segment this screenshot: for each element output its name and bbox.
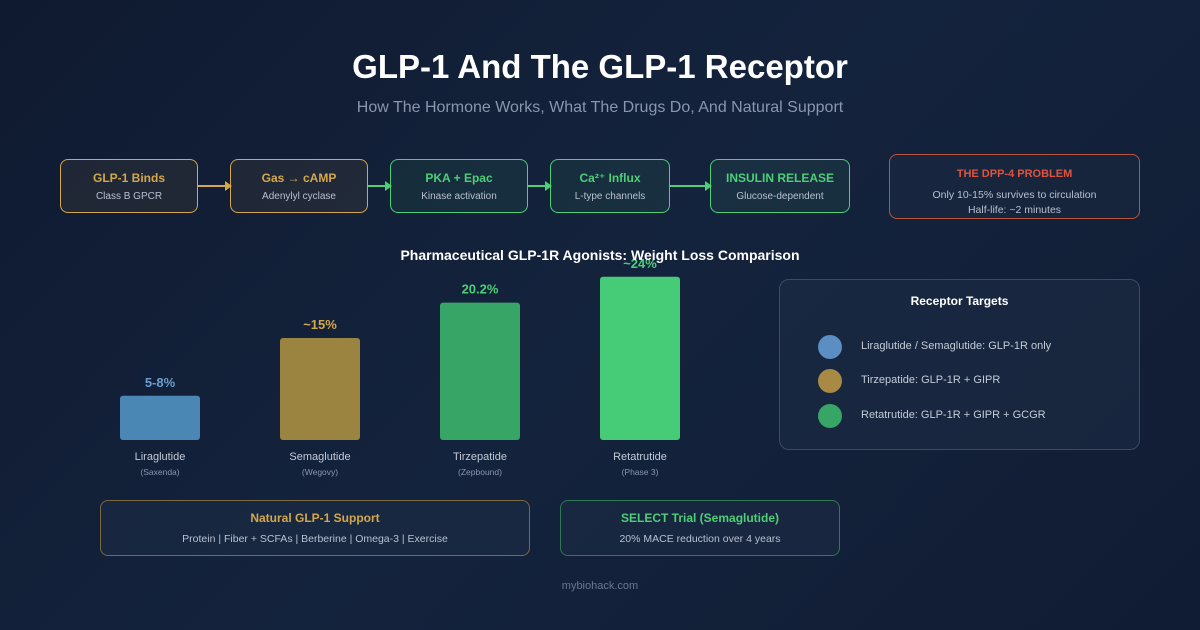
bar-value-label: ~24%: [623, 256, 657, 271]
legend-label: Retatrutide: GLP-1R + GIPR + GCGR: [861, 409, 1046, 421]
weight-loss-bar-chart: 5-8% Liraglutide (Saxenda) ~15% Semaglutide (…: [120, 256, 680, 477]
select-trial-title: SELECT Trial (Semaglutide): [620, 511, 780, 525]
step-title: Gas → cAMP: [261, 171, 337, 185]
bar-value-label: 5-8%: [145, 375, 176, 390]
chart-title: Pharmaceutical GLP-1R Agonists: Weight L…: [400, 247, 800, 263]
legend-swatch-icon: [818, 369, 842, 393]
step-subtitle: L-type channels: [574, 191, 646, 202]
brand-label: (Phase 3): [622, 467, 659, 477]
dpp4-problem-box: THE DPP-4 PROBLEM Only 10-15% survives t…: [889, 154, 1140, 219]
select-trial-box: SELECT Trial (Semaglutide) 20% MACE redu…: [560, 500, 840, 556]
receptor-targets-legend: Receptor Targets Liraglutide / Semagluti…: [779, 279, 1140, 450]
step-subtitle: Kinase activation: [421, 191, 497, 202]
natural-support-title: Natural GLP-1 Support: [250, 511, 380, 525]
bar-retatrutide: [600, 276, 680, 440]
brand-label: (Saxenda): [140, 467, 179, 477]
page-title: GLP-1 And The GLP-1 Receptor: [352, 48, 848, 85]
pathway-step-pka-epac: PKA + Epac Kinase activation: [390, 159, 528, 213]
pathway-step-ca-influx: Ca²⁺ Influx L-type channels: [550, 159, 670, 213]
pathway-step-camp: Gas → cAMP Adenylyl cyclase: [230, 159, 368, 213]
brand-label: (Wegovy): [302, 467, 338, 477]
dpp4-line-survival: Only 10-15% survives to circulation: [932, 189, 1097, 201]
step-subtitle: Adenylyl cyclase: [262, 191, 336, 202]
pathway-step-insulin-release: INSULIN RELEASE Glucose-dependent: [710, 159, 850, 213]
category-label: Liraglutide: [135, 451, 186, 463]
step-title: Ca²⁺ Influx: [579, 171, 641, 185]
footer-site: mybiohack.com: [561, 580, 639, 592]
natural-support-box: Natural GLP-1 Support Protein | Fiber + …: [100, 500, 530, 556]
step-subtitle: Glucose-dependent: [736, 191, 824, 202]
dpp4-title: THE DPP-4 PROBLEM: [956, 168, 1073, 180]
arrow-icon: [368, 181, 392, 191]
natural-support-list: Protein | Fiber + SCFAs | Berberine | Om…: [182, 533, 448, 545]
bar-tirzepatide: [440, 302, 520, 440]
legend-swatch-icon: [818, 404, 842, 428]
step-title: PKA + Epac: [425, 171, 493, 185]
category-label: Tirzepatide: [453, 451, 507, 463]
arrow-icon: [670, 181, 712, 191]
bar-value-label: ~15%: [303, 317, 337, 332]
legend-swatch-icon: [818, 335, 842, 359]
step-subtitle: Class B GPCR: [95, 191, 163, 202]
page-subtitle: How The Hormone Works, What The Drugs Do…: [356, 99, 844, 116]
bar-value-label: 20.2%: [462, 282, 499, 297]
bar-liraglutide: [120, 395, 200, 440]
category-label: Retatrutide: [613, 451, 667, 463]
brand-label: (Zepbound): [458, 467, 502, 477]
category-label: Semaglutide: [289, 451, 350, 463]
arrow-icon: [528, 181, 552, 191]
step-title: INSULIN RELEASE: [725, 171, 834, 185]
arrow-icon: [198, 181, 232, 191]
legend-title: Receptor Targets: [910, 294, 1009, 308]
pathway-step-glp1-binds: GLP-1 Binds Class B GPCR: [60, 159, 198, 213]
bar-semaglutide: [280, 338, 360, 440]
step-title: GLP-1 Binds: [92, 171, 165, 185]
legend-label: Tirzepatide: GLP-1R + GIPR: [861, 374, 1001, 386]
legend-label: Liraglutide / Semaglutide: GLP-1R only: [861, 340, 1052, 352]
dpp4-line-half-life: Half-life: ~2 minutes: [967, 204, 1062, 216]
select-trial-result: 20% MACE reduction over 4 years: [619, 533, 781, 545]
